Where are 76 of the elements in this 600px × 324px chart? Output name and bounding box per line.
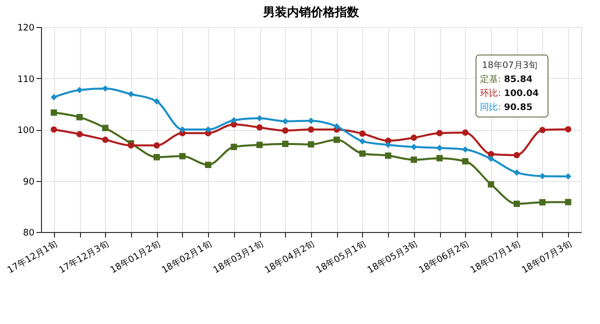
x-tick-label: 17年12月3旬 (57, 238, 111, 276)
point (50, 94, 58, 100)
point (462, 158, 468, 164)
point (50, 126, 58, 133)
point (539, 172, 546, 180)
point (410, 134, 418, 141)
point (308, 141, 314, 148)
point (410, 144, 418, 150)
x-tick-label: 18年07月3旬 (520, 238, 574, 276)
x-tick-label: 17年12月1旬 (6, 238, 60, 276)
point (128, 90, 134, 98)
point (334, 136, 340, 143)
point (179, 152, 186, 160)
x-tick-label: 18年05月3旬 (366, 238, 420, 276)
point (539, 199, 546, 206)
point (334, 123, 340, 130)
point (154, 154, 160, 160)
annotation: 环比: 100.04 (480, 88, 539, 99)
point (102, 85, 108, 92)
point (384, 152, 392, 159)
point (488, 150, 494, 158)
y-tick-label: 110 (17, 74, 35, 85)
point (308, 118, 314, 124)
point (488, 181, 494, 188)
point (359, 150, 366, 157)
point (514, 169, 520, 176)
y-tick-label: 120 (17, 24, 35, 34)
point (76, 114, 83, 120)
point (76, 86, 83, 94)
y-tick-label: 80 (23, 228, 35, 238)
x-tick-label: 18年01月2旬 (108, 238, 162, 276)
point (564, 173, 572, 180)
point (282, 118, 288, 124)
point (76, 130, 83, 138)
y-tick-label: 100 (17, 126, 35, 136)
point (256, 124, 263, 131)
point (154, 98, 160, 104)
chart-title: 男装内销价格指数 (262, 5, 360, 19)
x-tick-label: 18年02月1旬 (160, 238, 214, 276)
point (514, 200, 520, 207)
x-tick-label: 18年06月2旬 (417, 238, 471, 276)
annotation: 同比: 90.85 (480, 102, 532, 113)
point (230, 117, 238, 124)
point (488, 156, 494, 162)
x-tick-label: 18年07月1旬 (468, 238, 522, 276)
point (102, 136, 108, 143)
point (359, 130, 366, 137)
point (282, 140, 288, 148)
point (539, 126, 546, 134)
point (256, 115, 263, 122)
point (436, 155, 443, 162)
point (436, 130, 443, 136)
point (230, 144, 238, 150)
point (102, 124, 108, 132)
point (256, 142, 263, 148)
point (410, 156, 418, 163)
point (308, 126, 314, 133)
x-tick-label: 18年05月1旬 (314, 238, 368, 276)
point (436, 144, 443, 152)
annotation: 定基: 85.84 (480, 74, 532, 85)
point (462, 129, 468, 136)
point (128, 142, 134, 149)
point (514, 152, 520, 158)
point (462, 146, 468, 153)
x-tick-label: 18年03月1旬 (211, 238, 266, 276)
point (50, 109, 58, 116)
point (564, 198, 572, 206)
point (564, 126, 572, 132)
point (154, 142, 160, 149)
y-tick-label: 90 (23, 177, 35, 188)
point (359, 138, 366, 144)
point (384, 142, 392, 148)
annotation: 18年07月3旬 (482, 60, 538, 71)
x-tick-label: 18年04月2旬 (262, 238, 316, 276)
point (282, 127, 288, 134)
point (204, 162, 212, 168)
